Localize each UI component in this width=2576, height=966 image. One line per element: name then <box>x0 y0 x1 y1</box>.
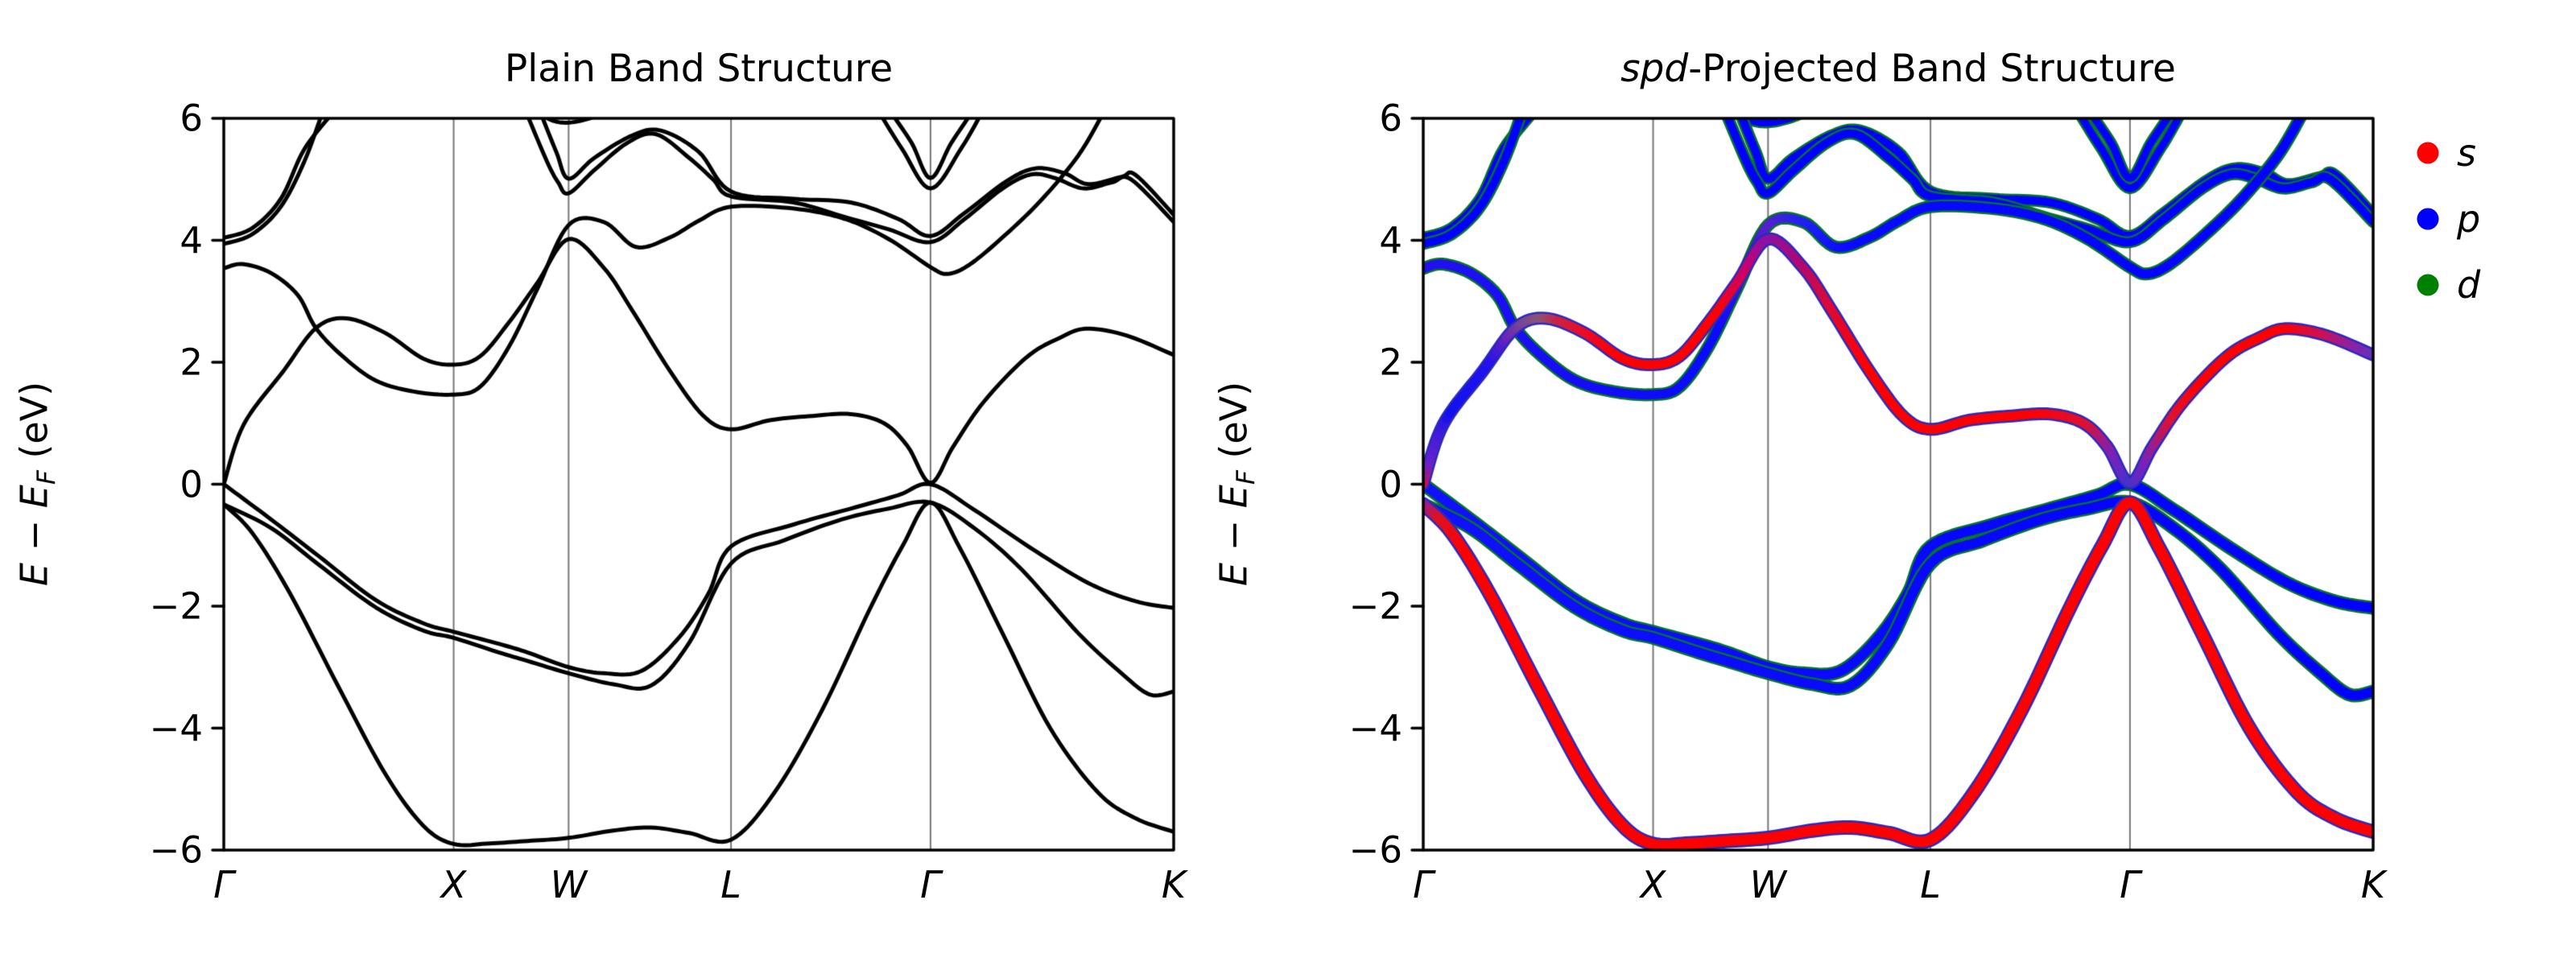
k-point-label-left: Γ <box>213 863 234 906</box>
legend-label-d: d <box>2457 263 2481 307</box>
y-tick-label-left: 4 <box>180 219 203 262</box>
k-point-label-left: Γ <box>920 863 941 906</box>
y-tick-label-right: 4 <box>1379 219 1402 262</box>
k-point-label-right: Γ <box>2120 863 2140 906</box>
ylabel-subscript-F: F <box>32 470 62 485</box>
y-tick-label-left: 6 <box>180 97 203 140</box>
k-point-label-right: Γ <box>1413 863 1434 906</box>
y-tick-label-right: 2 <box>1379 341 1402 384</box>
y-axis-label-right: E − EF (eV) <box>1212 381 1261 587</box>
k-point-label-right: X <box>1640 863 1666 906</box>
right-title-rest: -Projected Band Structure <box>1688 47 2176 91</box>
y-tick-label-right: −6 <box>1348 828 1402 872</box>
k-point-label-right: W <box>1749 863 1787 906</box>
y-tick-label-left: −6 <box>149 828 203 872</box>
legend-label-s: s <box>2457 131 2476 175</box>
k-point-label-right: K <box>2360 863 2386 906</box>
y-tick-label-left: 0 <box>180 463 203 506</box>
k-point-label-left: W <box>550 863 588 906</box>
legend-label-p: p <box>2457 197 2481 241</box>
y-tick-label-left: 2 <box>180 341 203 384</box>
y-tick-label-right: −2 <box>1348 584 1402 628</box>
k-point-label-left: K <box>1161 863 1187 906</box>
y-tick-label-left: −4 <box>149 707 203 749</box>
y-tick-label-right: 6 <box>1379 97 1402 140</box>
k-point-label-left: X <box>440 863 467 906</box>
legend-marker-d <box>2417 274 2439 296</box>
right-panel-title: spd-Projected Band Structure <box>1620 47 2176 91</box>
y-tick-label-right: −4 <box>1348 707 1402 749</box>
legend-marker-s <box>2417 142 2439 164</box>
legend-marker-p <box>2417 208 2439 230</box>
k-point-label-left: L <box>720 863 741 906</box>
y-tick-label-left: −2 <box>149 584 203 628</box>
y-tick-label-right: 0 <box>1379 463 1402 506</box>
y-axis-label-left: E − EF (eV) <box>12 381 62 587</box>
right-title-italic-spd: spd <box>1620 47 1689 91</box>
k-point-label-right: L <box>1920 863 1941 906</box>
ylabel-subscript-F: F <box>1232 470 1261 485</box>
left-panel-title: Plain Band Structure <box>504 47 894 91</box>
